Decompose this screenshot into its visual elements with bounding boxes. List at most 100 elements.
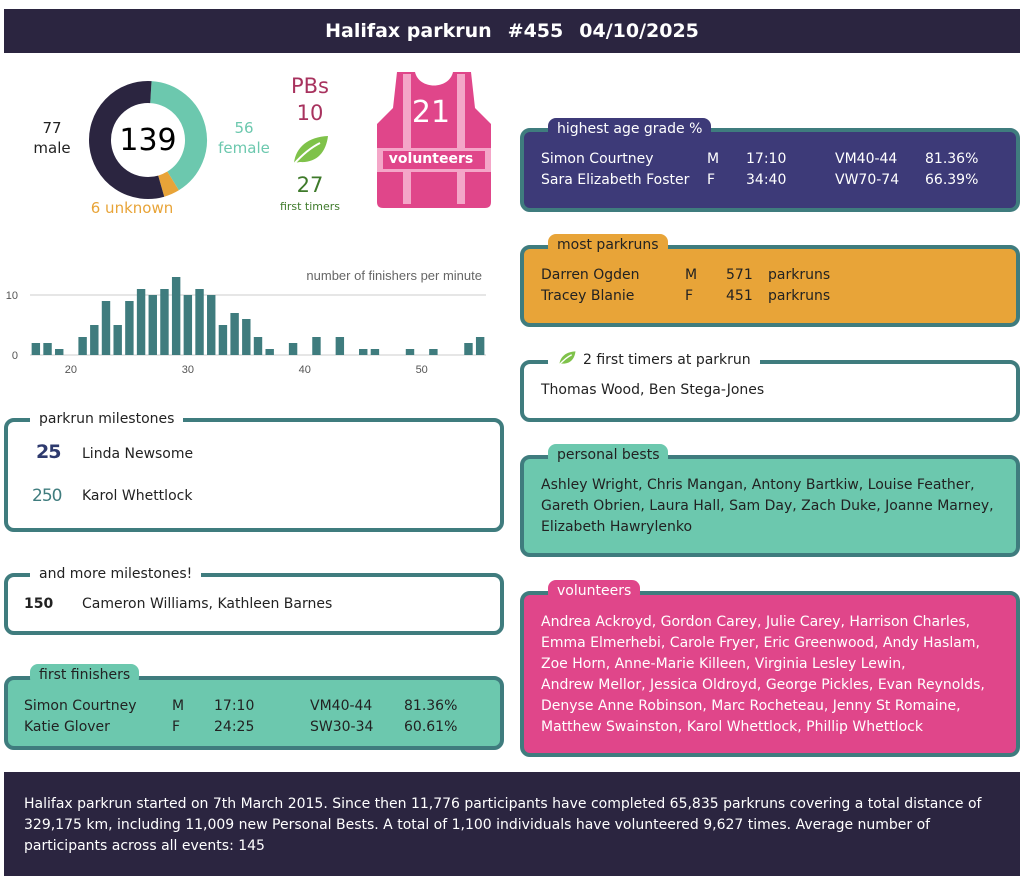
milestone-250-icon: 250 [32,486,62,506]
total-finishers: 139 [119,122,177,158]
first-timers-title: 2 first timers at parkrun [583,352,751,368]
bar [113,325,122,355]
first-finishers-box [4,676,504,750]
age-grade-title: highest age grade % [548,118,712,140]
milestones-box [4,418,504,532]
milestones-title: parkrun milestones [30,408,184,430]
finisher-age-grade: 81.36% [404,698,458,714]
first-timers-title-wrap: 2 first timers at parkrun [548,348,760,371]
bar [207,295,216,355]
first-timers-stat: 27 first timers [270,172,350,216]
most-parkruns-box [520,245,1020,327]
runner-gender: F [685,288,694,304]
finisher-time: 17:10 [214,698,255,714]
footer-line: Halifax parkrun started on 7th March 201… [24,796,982,812]
finisher-name: Simon Courtney [24,698,137,714]
finisher-gender: F [172,719,181,735]
bar [195,289,204,355]
milestone-25-icon: 25 [36,441,61,463]
runner-category: VW70-74 [835,172,900,188]
volunteer-line: Andrew Mellor, Jessica Oldroyd, George P… [541,677,985,693]
bar [405,349,415,355]
volunteer-line: Matthew Swainston, Karol Whettlock, Phil… [541,719,923,735]
volunteer-vest-icon [377,72,491,208]
bar [218,325,228,355]
bar [312,337,321,355]
runner-time: 17:10 [746,151,787,167]
runner-count: 451 [726,288,753,304]
volunteer-line: Andrea Ackroyd, Gordon Carey, Julie Care… [541,614,971,630]
x-tick-label: 50 [416,364,428,376]
runner-gender: F [707,172,716,188]
personal-bests-title: personal bests [548,444,669,466]
finisher-time: 24:25 [214,719,255,735]
first-timers-count: 27 [296,173,324,197]
bar [429,349,438,355]
y-tick-label: 10 [6,290,18,302]
runner-age-grade: 81.36% [925,151,979,167]
runner-time: 34:40 [746,172,787,188]
volunteers-title: volunteers [548,580,641,602]
finisher-category: VM40-44 [310,698,373,714]
more-milestones-title: and more milestones! [30,563,202,585]
runner-name: Sara Elizabeth Foster [541,172,690,188]
first-timers-names: Thomas Wood, Ben Stega-Jones [541,382,765,398]
bar [90,325,99,355]
bar [475,337,485,355]
pbs-label: PBs [290,74,329,98]
runner-name: Simon Courtney [541,151,654,167]
bar [31,343,41,355]
event-header: Halifax parkrun #455 04/10/2025 [4,9,1020,53]
pb-line: Gareth Obrien, Laura Hall, Sam Day, Zach… [541,498,994,514]
finisher-gender: M [172,698,185,714]
pbs-stat: PBs 10 [270,73,350,127]
male-label: 77 male [28,118,76,158]
runner-age-grade: 66.39% [925,172,979,188]
milestone-names: Cameron Williams, Kathleen Barnes [82,596,333,612]
x-tick-label: 20 [65,364,77,376]
volunteer-line: Zoe Horn, Anne-Marie Killeen, Virginia L… [541,656,906,672]
bar [148,295,157,355]
personal-bests-box [520,455,1020,557]
footer-line: 329,175 km, including 11,009 new Persona… [24,817,931,833]
runner-count: 571 [726,267,753,283]
female-segment [149,81,207,191]
bar [136,289,146,355]
bar [359,349,368,355]
bar [43,343,52,355]
bar [171,277,181,355]
most-parkruns-title: most parkruns [548,234,668,256]
chart-title: number of finishers per minute [306,268,482,283]
finisher-category: SW30-34 [310,719,374,735]
age-grade-box [520,128,1020,212]
bar [183,295,193,355]
bar [265,349,274,355]
male-segment [89,81,165,199]
runner-name: Darren Ogden [541,267,640,283]
runner-category: VM40-44 [835,151,898,167]
bar [242,319,251,355]
milestone-name: Linda Newsome [82,446,194,462]
first-finishers-title: first finishers [30,664,140,686]
unknown-label: 6 unknown [90,199,174,217]
volunteer-line: Emma Elmerhebi, Carole Fryer, Eric Green… [541,635,980,651]
pb-line: Elizabeth Hawrylenko [541,519,693,535]
female-label: 56 female [214,118,274,158]
x-tick-label: 30 [182,364,194,376]
bar [55,349,64,355]
male-count: 77 [42,119,62,137]
first-timers-label: first timers [279,200,341,213]
bar [125,301,134,355]
event-name: Halifax parkrun [325,20,492,42]
runner-name: Tracey Blanie [541,288,635,304]
volunteers-label: volunteers [388,151,474,167]
event-history-footer: Halifax parkrun started on 7th March 201… [4,772,1020,876]
female-count: 56 [234,119,254,137]
bar [288,343,298,355]
leaf-icon [293,136,328,165]
bar [335,337,345,355]
milestone-name: Karol Whettlock [82,488,193,504]
pb-line: Ashley Wright, Chris Mangan, Antony Bart… [541,477,975,493]
volunteers-box [520,591,1020,757]
runner-unit: parkruns [768,267,831,283]
